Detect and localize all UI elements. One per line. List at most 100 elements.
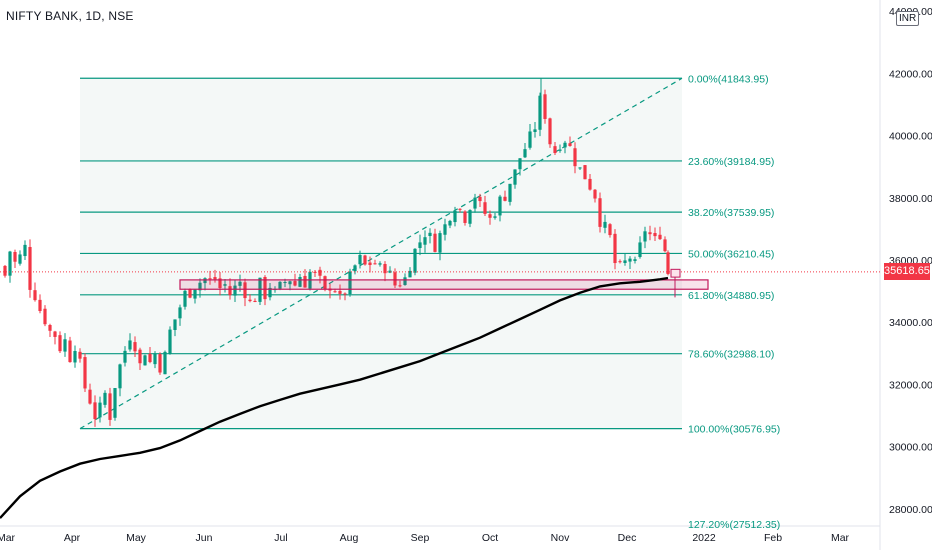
candle-body — [343, 293, 347, 295]
x-tick-label: Jul — [274, 532, 287, 544]
candle-body — [458, 208, 462, 210]
y-tick-label: 30000.00 — [889, 442, 932, 454]
fib-label: 100.00%(30576.95) — [688, 424, 780, 436]
candle-body — [363, 255, 367, 265]
candle-body — [293, 281, 297, 286]
overlays — [0, 268, 880, 519]
candle-body — [493, 216, 497, 218]
candle-body — [148, 353, 152, 363]
candle-body — [303, 275, 307, 288]
candle-body — [583, 165, 587, 180]
candle-body — [453, 210, 457, 223]
x-tick-label: 2022 — [692, 532, 716, 544]
candle-body — [28, 246, 32, 290]
fib-label: 0.00%(41843.95) — [688, 73, 769, 85]
candle-body — [368, 262, 372, 266]
candle-body — [253, 300, 257, 302]
candle-body — [633, 259, 637, 261]
candle-body — [438, 233, 442, 253]
candle-body — [403, 277, 407, 286]
candle-body — [183, 290, 187, 307]
candle-body — [638, 242, 642, 257]
last-price-tag: 35618.65 — [884, 263, 930, 280]
candle-body — [178, 307, 182, 319]
candle-body — [443, 224, 447, 235]
support-zone — [179, 279, 709, 290]
candle-body — [553, 146, 557, 154]
x-tick-label: Apr — [64, 532, 81, 544]
currency-badge[interactable]: INR — [896, 11, 920, 26]
candle-body — [3, 265, 7, 276]
fib-label: 127.20%(27512.35) — [688, 519, 780, 531]
candle-body — [593, 189, 597, 199]
candle-body — [263, 276, 267, 300]
candle-body — [373, 263, 377, 265]
candle-body — [143, 355, 147, 366]
candle-body — [168, 329, 172, 354]
candle-body — [423, 237, 427, 245]
candle-body — [448, 220, 452, 226]
candle-body — [483, 202, 487, 214]
candle-body — [613, 233, 617, 264]
candle-body — [138, 349, 142, 364]
candle-body — [128, 340, 132, 350]
x-tick-label: Feb — [764, 532, 782, 544]
candle-body — [38, 299, 42, 312]
candle-body — [8, 251, 12, 276]
y-tick-label: 40000.00 — [889, 131, 932, 143]
candle-body — [478, 196, 482, 202]
candle-body — [398, 285, 402, 287]
candle-body — [543, 94, 547, 119]
candle-body — [88, 389, 92, 404]
candle-body — [78, 351, 82, 359]
candle-body — [228, 286, 232, 296]
candle-body — [188, 289, 192, 298]
x-tick-label: Aug — [340, 532, 359, 544]
x-tick-label: Nov — [551, 532, 570, 544]
candle-body — [283, 282, 287, 284]
candle-body — [473, 197, 477, 209]
candle-body — [18, 254, 22, 264]
candle-body — [413, 248, 417, 273]
candle-body — [198, 282, 202, 291]
candle-body — [213, 277, 217, 280]
candle-body — [93, 402, 97, 420]
candle-body — [318, 269, 322, 276]
candle-body — [348, 271, 352, 295]
fib-label: 38.20%(37539.95) — [688, 207, 774, 219]
candle-body — [163, 351, 167, 375]
candle-body — [658, 234, 662, 240]
candle-body — [618, 261, 622, 263]
moving-average-line — [0, 276, 669, 519]
candle-body — [358, 254, 362, 265]
candle-body — [53, 331, 57, 337]
fib-label: 23.60%(39184.95) — [688, 156, 774, 168]
candle-body — [598, 198, 602, 227]
x-tick-label: Mar — [831, 532, 850, 544]
candle-body — [603, 221, 607, 228]
fib-label: 61.80%(34880.95) — [688, 290, 774, 302]
candle-body — [643, 231, 647, 242]
candle-body — [393, 272, 397, 286]
candle-body — [538, 95, 542, 130]
candle-body — [83, 357, 87, 389]
candle-body — [43, 308, 47, 325]
candle-body — [103, 392, 107, 405]
candle-body — [278, 281, 282, 289]
candle-body — [383, 263, 387, 274]
x-tick-label: Jun — [196, 532, 213, 544]
grid — [0, 0, 881, 550]
candle-body — [463, 211, 467, 223]
candle-body — [588, 178, 592, 190]
candle-body — [528, 131, 532, 148]
candle-body — [468, 210, 472, 224]
y-tick-label: 42000.00 — [889, 68, 932, 80]
candle-body — [653, 233, 657, 237]
candle-body — [48, 325, 52, 331]
candle-body — [108, 393, 112, 420]
candle-body — [353, 265, 357, 272]
y-tick-label: 34000.00 — [889, 317, 932, 329]
price-marker — [670, 268, 681, 278]
candle-body — [628, 258, 632, 262]
